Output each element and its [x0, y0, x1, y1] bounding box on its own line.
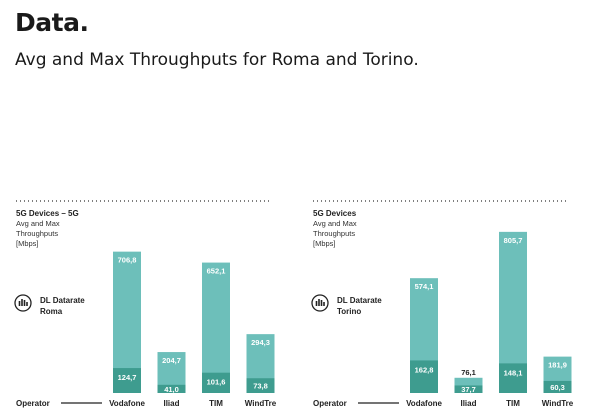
data-label-avg: 162,8 [415, 365, 434, 374]
data-label-max: 805,7 [504, 236, 523, 245]
icon-bar [18, 301, 21, 306]
data-label-max: 294,3 [251, 338, 270, 347]
icon-bar [315, 301, 318, 306]
panel-subtitle-line: Throughputs [16, 229, 58, 238]
axis-label-operator: Operator [313, 399, 347, 408]
category-label: Iliad [163, 399, 179, 408]
bar-avg [454, 385, 483, 393]
bar-avg [499, 363, 527, 393]
legend-label-line1: DL Datarate [337, 296, 382, 305]
category-label: Iliad [460, 399, 476, 408]
panel-title: 5G Devices [313, 209, 357, 218]
panel-subtitle-line: Avg and Max [16, 219, 60, 228]
panel-subtitle-line: Throughputs [313, 229, 355, 238]
icon-bar [23, 300, 26, 306]
category-label: TIM [506, 399, 520, 408]
panel-title: 5G Devices – 5G [16, 209, 79, 218]
icon-bar [323, 302, 325, 306]
datarate-bars-icon [311, 294, 329, 312]
legend-label-line2: Roma [40, 307, 63, 316]
datarate-bars-icon [14, 294, 32, 312]
category-label: WindTre [542, 399, 574, 408]
page-headline: Avg and Max Throughputs for Roma and Tor… [15, 50, 419, 70]
icon-bar [318, 299, 320, 306]
data-label-max: 181,9 [548, 361, 567, 370]
data-label-avg: 124,7 [118, 373, 137, 382]
icon-circle [14, 294, 32, 312]
data-label-max: 76,1 [461, 368, 476, 377]
icon-circle [311, 294, 329, 312]
bar-avg [410, 360, 438, 393]
data-label-avg: 148,1 [504, 368, 523, 377]
data-label-max: 204,7 [162, 356, 181, 365]
data-label-max: 574,1 [415, 282, 434, 291]
panel-subtitle-line: [Mbps] [313, 239, 336, 248]
bar-avg [157, 384, 186, 393]
panel-subtitle-line: Avg and Max [313, 219, 357, 228]
brand-logo: Data. [15, 8, 89, 37]
legend-label-line2: Torino [337, 307, 361, 316]
data-label-max: 706,8 [118, 256, 137, 265]
icon-bar [26, 302, 28, 306]
legend-label-line1: DL Datarate [40, 296, 85, 305]
panel-subtitle-line: [Mbps] [16, 239, 39, 248]
bar-max [202, 262, 230, 393]
category-label: TIM [209, 399, 223, 408]
data-label-max: 652,1 [207, 267, 226, 276]
data-label-avg: 73,8 [253, 382, 268, 391]
bar-avg [113, 368, 141, 393]
axis-label-operator: Operator [16, 399, 50, 408]
category-label: Vodafone [406, 399, 442, 408]
data-label-avg: 60,3 [550, 383, 565, 392]
icon-bar [21, 299, 23, 306]
category-label: WindTre [245, 399, 277, 408]
bar-avg [246, 378, 275, 393]
icon-bar [320, 300, 323, 306]
category-label: Vodafone [109, 399, 145, 408]
data-label-avg: 41,0 [164, 385, 179, 394]
data-label-avg: 37,7 [461, 385, 476, 394]
bar-avg [543, 380, 572, 393]
bar-avg [202, 372, 230, 393]
data-label-avg: 101,6 [207, 378, 226, 387]
